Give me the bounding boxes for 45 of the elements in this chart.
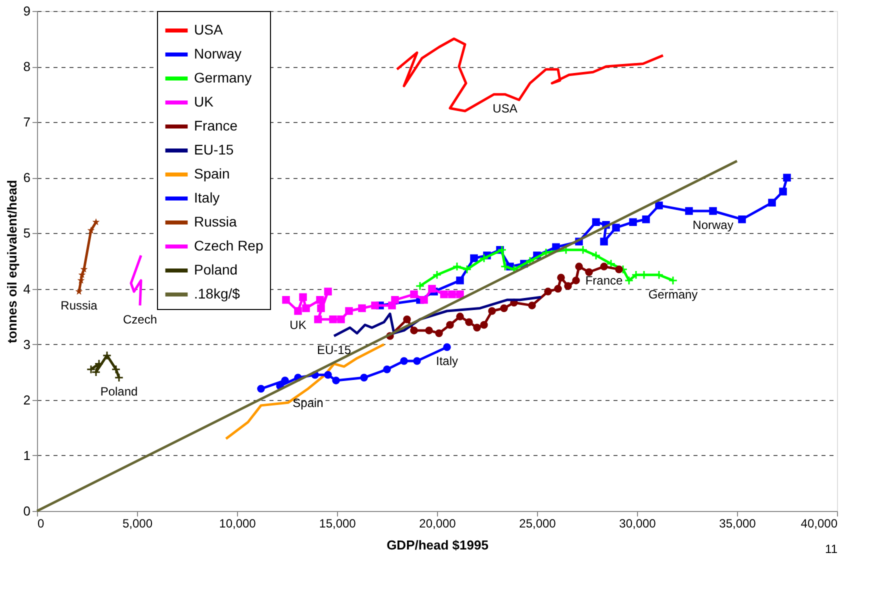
annotation: Spain [292, 396, 324, 410]
annotation: UK [290, 318, 306, 332]
annotation: Czech [122, 312, 158, 326]
x-tick-label: 5,000 [122, 516, 153, 530]
y-tick-label: 4 [23, 281, 30, 296]
legend-label: UK [194, 94, 214, 110]
text: 11 [825, 542, 838, 556]
legend-label: Spain [194, 166, 230, 182]
y-tick-label: 6 [23, 170, 30, 186]
x-tick-label: 25,000 [519, 516, 556, 530]
annotation: Norway [692, 218, 734, 232]
y-tick-label: 3 [23, 336, 30, 352]
annotation: France [585, 274, 623, 288]
y-tick-label: 8 [23, 59, 30, 74]
annotation: Russia [60, 298, 98, 313]
x-tick-label: 40,000 [800, 516, 838, 530]
annotation: EU-15 [316, 343, 352, 357]
legend-label: Russia [194, 214, 238, 230]
y-tick-label: 9 [23, 4, 30, 18]
y-tick-label: 1 [23, 448, 30, 463]
x-tick-label: 30,000 [619, 516, 656, 530]
x-tick-label: 10,000 [219, 516, 256, 530]
y-tick-label: 5 [23, 226, 30, 241]
legend-label: EU-15 [194, 142, 234, 158]
annotation: Poland [100, 384, 138, 399]
legend-label: .18kg/$ [194, 286, 240, 302]
y-tick-label: 7 [23, 114, 30, 130]
x-axis-title: GDP/head $1995 [386, 538, 488, 552]
legend-label: Italy [194, 190, 220, 206]
legend-label: Czech Rep [194, 238, 264, 254]
legend-label: France [194, 118, 238, 134]
legend-label: Norway [194, 46, 242, 62]
x-tick-label: 0 [38, 516, 44, 530]
annotation: USA [492, 101, 518, 116]
y-axis-title: tonnes oil equivalent/head [4, 180, 20, 344]
y-tick-label: 2 [23, 392, 30, 408]
x-tick-label: 20,000 [419, 516, 456, 530]
legend-label: Poland [194, 262, 238, 278]
annotation: Italy [436, 354, 458, 368]
annotation: Germany [648, 287, 698, 302]
legend-label: Germany [194, 70, 252, 86]
y-tick-label: 0 [23, 504, 30, 518]
x-tick-label: 35,000 [719, 516, 756, 530]
x-tick-label: 15,000 [319, 516, 356, 530]
legend-label: USA [194, 22, 224, 38]
